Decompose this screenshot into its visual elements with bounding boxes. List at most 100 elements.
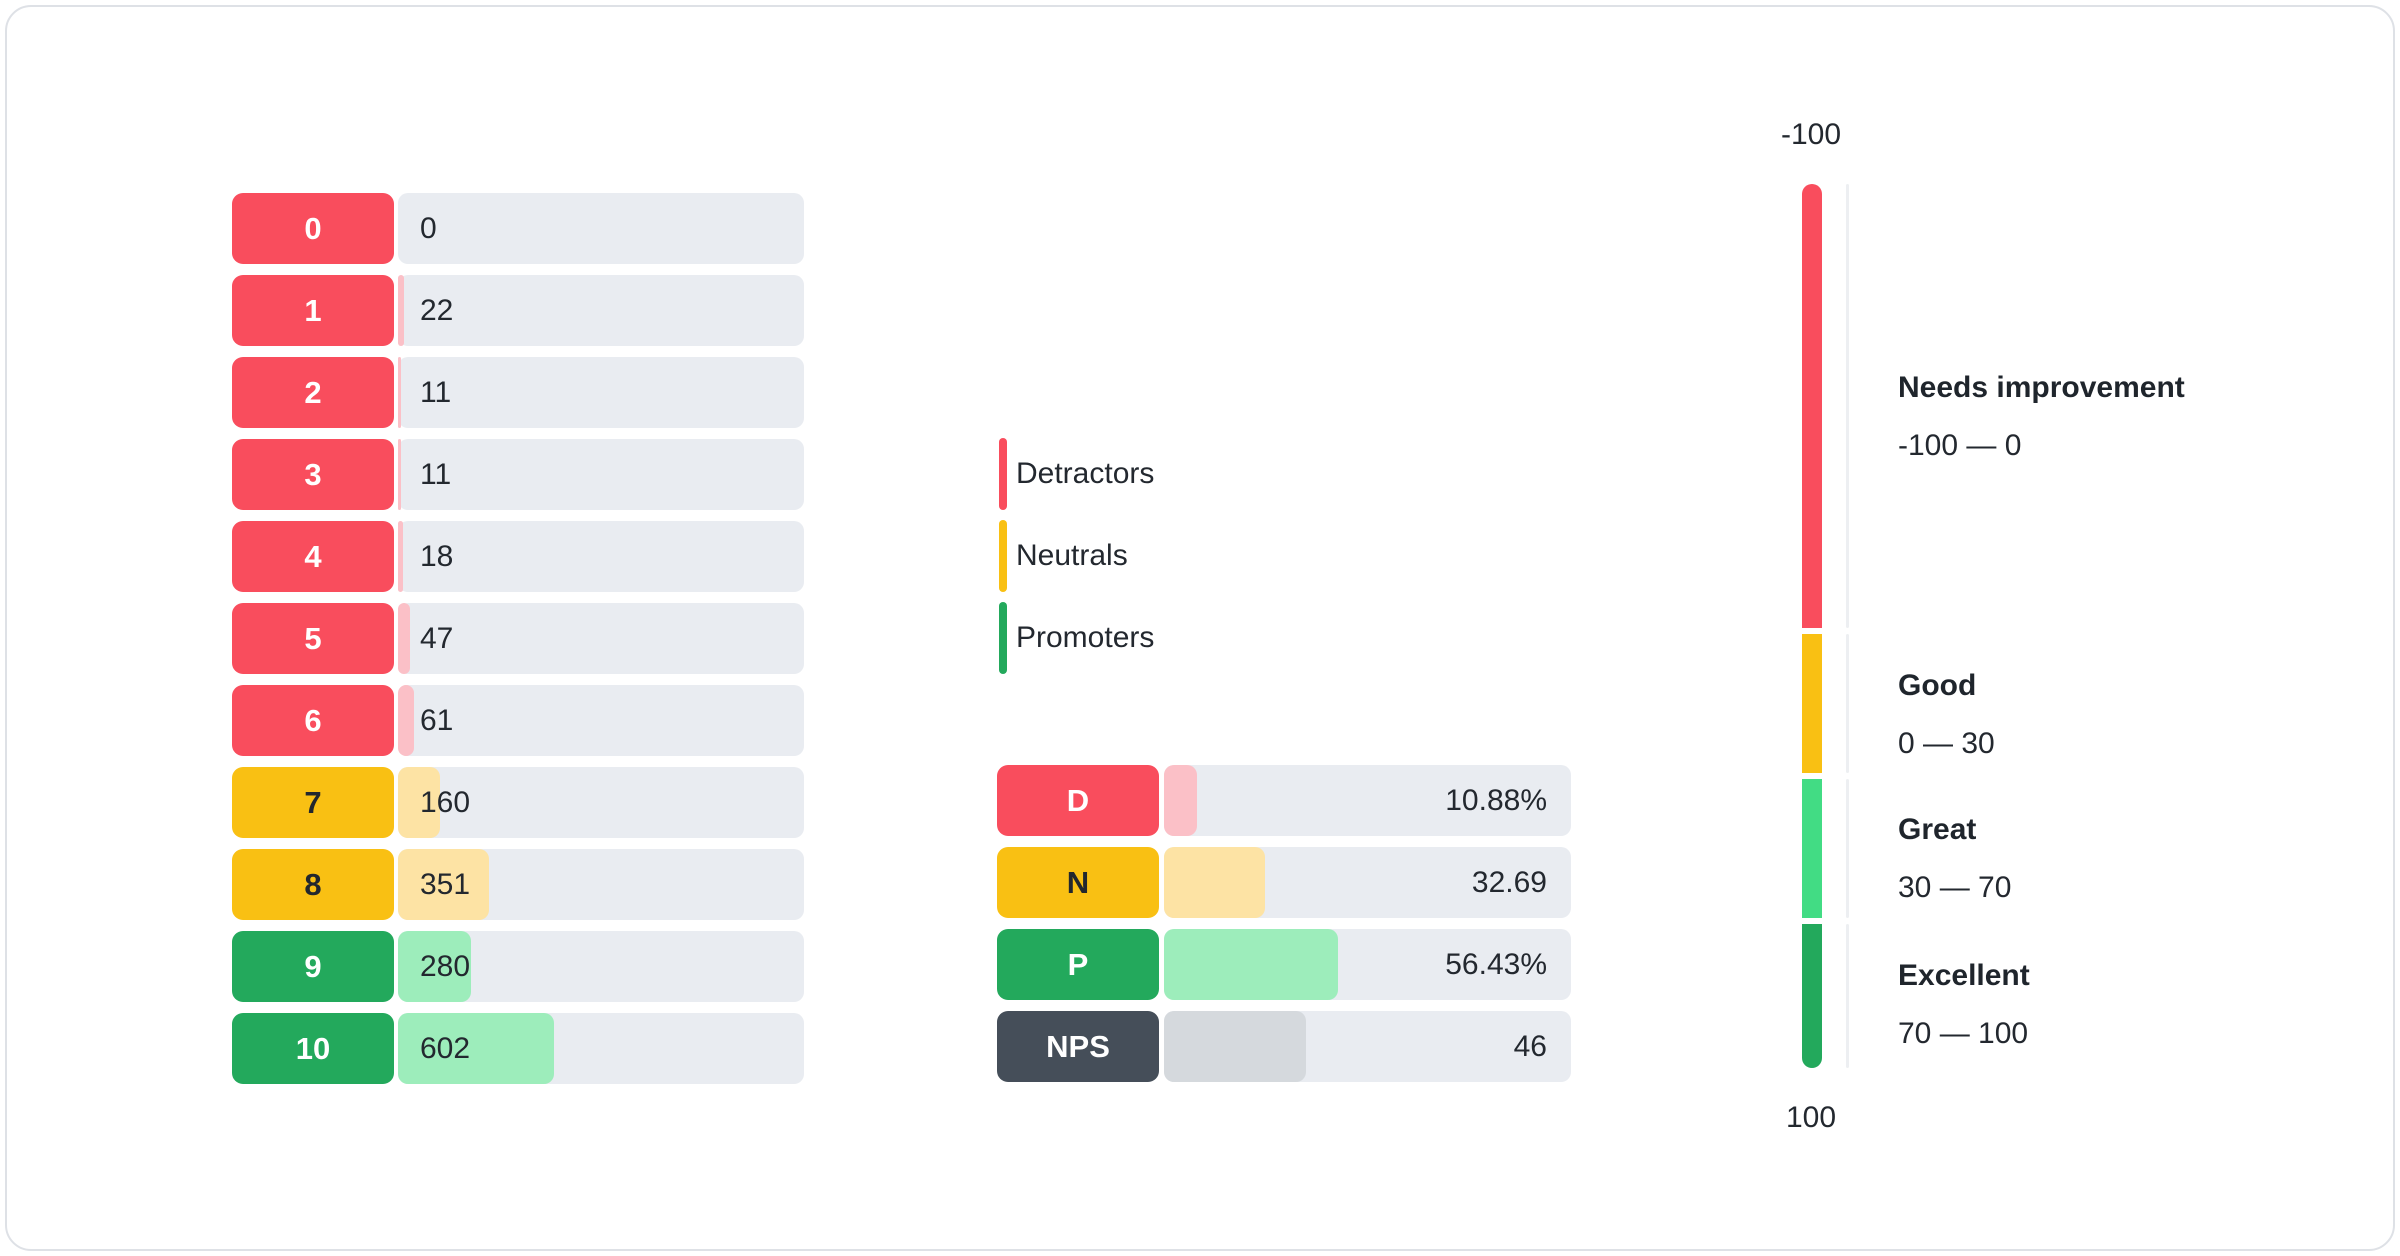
gauge-axis-line (1846, 184, 1849, 628)
score-count: 61 (420, 703, 454, 737)
summary-row[interactable]: P 56.43% (997, 929, 1571, 1000)
score-bar (398, 685, 414, 756)
gauge-max-label: 100 (1786, 1101, 1837, 1134)
score-count: 280 (420, 949, 471, 983)
gauge-segment (1802, 924, 1822, 1068)
score-track: 61 (398, 685, 804, 756)
gauge-min-label: -100 (1781, 118, 1842, 151)
score-row[interactable]: 9 280 (232, 931, 804, 1002)
score-badge: 7 (232, 767, 394, 838)
summary-track: 46 (1164, 1011, 1571, 1082)
score-row[interactable]: 6 61 (232, 685, 804, 756)
score-count: 0 (420, 211, 437, 245)
score-count: 602 (420, 1031, 471, 1065)
score-badge: 2 (232, 357, 394, 428)
gauge-zone-label: Excellent 70 — 100 (1898, 954, 2030, 1056)
score-count: 351 (420, 867, 471, 901)
summary-track: 10.88% (1164, 765, 1571, 836)
summary-value: 10.88% (1445, 783, 1547, 817)
score-row[interactable]: 4 18 (232, 521, 804, 592)
gauge-axis-line (1846, 779, 1849, 918)
score-track: 11 (398, 439, 804, 510)
summary-badge: NPS (997, 1011, 1159, 1082)
score-row[interactable]: 10 602 (232, 1013, 804, 1084)
score-badge: 10 (232, 1013, 394, 1084)
summary-value: 32.69 (1471, 865, 1547, 899)
summary-value: 46 (1513, 1029, 1547, 1063)
gauge-zone-title: Great (1898, 813, 1977, 846)
gauge-zone-range: -100 — 0 (1898, 429, 2022, 462)
score-row[interactable]: 3 11 (232, 439, 804, 510)
score-count: 11 (420, 457, 452, 491)
legend-swatch-promoter (999, 602, 1007, 674)
legend-label: Promoters (1016, 621, 1155, 654)
score-badge: 9 (232, 931, 394, 1002)
score-badge: 0 (232, 193, 394, 264)
score-bar (398, 931, 471, 1002)
gauge-zone-range: 0 — 30 (1898, 727, 1995, 760)
score-track: 602 (398, 1013, 804, 1084)
summary-bar (1164, 929, 1339, 1000)
gauge-zone-label: Good 0 — 30 (1898, 664, 1995, 766)
score-row[interactable]: 8 351 (232, 849, 804, 920)
score-badge: 3 (232, 439, 394, 510)
legend-swatch-neutral (999, 520, 1007, 592)
score-track: 11 (398, 357, 804, 428)
score-bar (398, 439, 401, 510)
gauge-zone-label: Needs improvement -100 — 0 (1898, 366, 2185, 468)
score-bar (398, 767, 440, 838)
legend-label: Neutrals (1016, 539, 1128, 572)
gauge-segment (1802, 779, 1822, 918)
score-row[interactable]: 7 160 (232, 767, 804, 838)
summary-bar (1164, 765, 1198, 836)
score-count: 11 (420, 375, 452, 409)
summary-badge: N (997, 847, 1159, 918)
score-bar (398, 603, 411, 674)
legend-item[interactable]: Promoters (999, 602, 1154, 674)
gauge-axis-line (1846, 924, 1849, 1068)
score-badge: 4 (232, 521, 394, 592)
gauge-zone-label: Great 30 — 70 (1898, 808, 2011, 910)
legend: Detractors Neutrals Promoters (999, 438, 1154, 684)
score-bar (398, 521, 403, 592)
summary-bar (1164, 847, 1265, 918)
gauge-zone-title: Needs improvement (1898, 371, 2185, 404)
summary-track: 32.69 (1164, 847, 1571, 918)
summary-track: 56.43% (1164, 929, 1571, 1000)
score-bar (398, 357, 401, 428)
gauge-zone-range: 70 — 100 (1898, 1017, 2029, 1050)
score-badge: 6 (232, 685, 394, 756)
legend-swatch-detractor (999, 438, 1007, 510)
score-bar (398, 1013, 555, 1084)
summary-bar (1164, 1011, 1306, 1082)
score-distribution-chart: 0 0 1 22 2 11 3 11 4 18 5 47 6 61 7 160 8 351 9 280 10 602 (232, 193, 804, 1095)
summary-row[interactable]: N 32.69 (997, 847, 1571, 918)
score-row[interactable]: 5 47 (232, 603, 804, 674)
summary-badge: P (997, 929, 1159, 1000)
legend-item[interactable]: Detractors (999, 438, 1154, 510)
summary-row[interactable]: D 10.88% (997, 765, 1571, 836)
score-bar (398, 275, 404, 346)
score-track: 18 (398, 521, 804, 592)
score-track: 0 (398, 193, 804, 264)
score-count: 22 (420, 293, 454, 327)
summary-badge: D (997, 765, 1159, 836)
score-badge: 5 (232, 603, 394, 674)
score-count: 18 (420, 539, 454, 573)
score-track: 280 (398, 931, 804, 1002)
legend-item[interactable]: Neutrals (999, 520, 1154, 592)
score-track: 351 (398, 849, 804, 920)
score-track: 22 (398, 275, 804, 346)
summary-row[interactable]: NPS 46 (997, 1011, 1571, 1082)
score-count: 160 (420, 785, 471, 819)
gauge-axis-line (1846, 634, 1849, 773)
nps-summary-chart: D 10.88% N 32.69 P 56.43% NPS 46 (997, 765, 1571, 1093)
score-row[interactable]: 2 11 (232, 357, 804, 428)
score-track: 47 (398, 603, 804, 674)
score-row[interactable]: 1 22 (232, 275, 804, 346)
score-bar (398, 849, 490, 920)
score-badge: 8 (232, 849, 394, 920)
legend-label: Detractors (1016, 457, 1155, 490)
gauge-segment (1802, 184, 1822, 628)
